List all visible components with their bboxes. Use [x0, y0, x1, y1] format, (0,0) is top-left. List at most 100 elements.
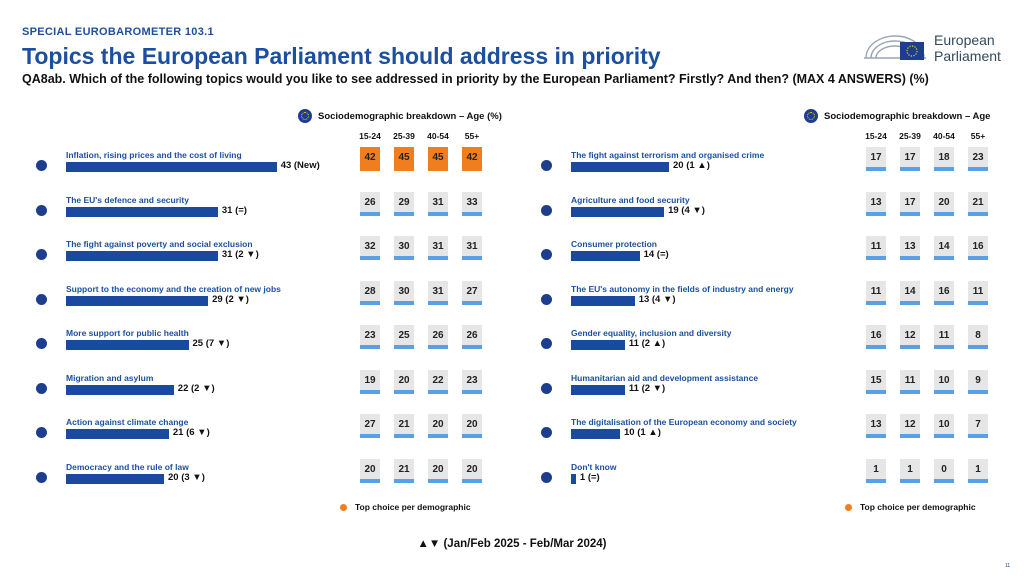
age-cell	[360, 325, 380, 349]
age-cell	[360, 458, 380, 483]
bar-value-label: 20 (3 ▼)	[168, 471, 205, 483]
age-cell-strip	[866, 256, 886, 260]
legend-label-left: Top choice per demographic	[355, 502, 471, 512]
topic-label: The digitalisation of the European econo…	[571, 417, 797, 427]
topic-label: Democracy and the rule of law	[66, 461, 189, 472]
age-cell-value: 8	[975, 330, 981, 341]
age-cell	[394, 458, 414, 483]
bar-value-label: 10 (1 ▲)	[624, 427, 661, 438]
bar-value-label: 31 (=)	[221, 204, 247, 216]
age-cell	[428, 458, 448, 483]
age-cell	[360, 191, 380, 216]
age-cell-strip	[900, 345, 920, 349]
bar-mark	[571, 295, 635, 306]
age-cell-value: 17	[904, 152, 916, 163]
age-cell-strip	[934, 478, 954, 483]
row-bullet	[36, 471, 47, 483]
topic-label: The EU's autonomy in the fields of indus…	[571, 283, 794, 294]
age-cell	[866, 147, 886, 171]
topic-label: The EU's defence and security	[66, 194, 189, 205]
bar-mark	[66, 162, 277, 172]
topic-label: Migration and asylum	[66, 372, 154, 383]
row-bullet	[541, 249, 552, 260]
row-bullet	[36, 382, 47, 394]
age-cell	[360, 369, 380, 394]
age-cell-strip	[900, 478, 920, 483]
age-cell	[462, 191, 482, 216]
age-cell-value: 11	[870, 241, 882, 252]
age-cell-strip	[934, 211, 954, 216]
age-cell-strip	[428, 211, 448, 216]
age-cell-value: 14	[938, 241, 950, 252]
age-cell	[428, 236, 448, 260]
logo-line-1: European	[934, 32, 995, 48]
age-cell-value: 11	[904, 374, 916, 386]
bar-value-label: 25 (7 ▼)	[192, 338, 230, 349]
age-cell-value: 27	[466, 285, 478, 297]
age-cell-value: 25	[398, 330, 410, 341]
age-cell-strip	[462, 211, 482, 216]
breakdown-title-left: Sociodemographic breakdown – Age (%)	[318, 110, 502, 122]
breakdown-heading-left: Sociodemographic breakdown – Age (%)	[298, 109, 502, 123]
bar-mark	[571, 340, 625, 350]
age-cell-strip	[394, 256, 414, 260]
age-cell-strip	[462, 434, 482, 438]
european-parliament-hemicycle-logo-icon	[864, 35, 926, 60]
age-cell-strip	[934, 434, 954, 438]
age-cell-value: 13	[904, 241, 916, 252]
age-cell-value: 20	[466, 463, 478, 475]
age-cell-strip	[934, 300, 954, 305]
age-cell-value: 31	[432, 285, 444, 297]
bar-mark	[571, 206, 665, 217]
survey-eyebrow: SPECIAL EUROBAROMETER 103.1	[22, 26, 214, 38]
age-cell-value: 11	[870, 285, 882, 297]
bar-value-label: 11 (2 ▼)	[628, 382, 666, 394]
age-cell	[428, 325, 448, 349]
age-cell	[428, 414, 448, 438]
age-cell-value: 13	[870, 419, 882, 430]
age-cell	[934, 414, 954, 438]
row-bullet	[541, 160, 552, 171]
bar-mark	[571, 473, 576, 484]
age-cell-strip	[900, 211, 920, 216]
age-cell-strip	[428, 389, 448, 394]
age-cell-strip	[428, 434, 448, 438]
age-cell-value: 0	[941, 463, 947, 475]
age-cell	[394, 147, 414, 171]
topic-label: Action against climate change	[66, 417, 189, 427]
age-cell-value: 21	[398, 419, 410, 430]
age-cell-strip	[968, 434, 988, 438]
age-header-15-24: 15-24	[865, 131, 887, 141]
age-cell-strip	[394, 434, 414, 438]
age-cell	[934, 280, 954, 305]
age-cell-value: 21	[398, 463, 410, 475]
bar-value-label: 22 (2 ▼)	[177, 382, 215, 394]
age-cell	[900, 191, 920, 216]
age-header-40-54: 40-54	[427, 131, 449, 141]
age-cell	[866, 280, 886, 305]
age-cell-strip	[934, 389, 954, 394]
age-cell-value: 30	[398, 241, 410, 252]
age-cell-strip	[360, 434, 380, 438]
legend-right: Top choice per demographic	[845, 502, 976, 512]
topic-label: Humanitarian aid and development assista…	[571, 372, 759, 383]
row-bullet	[36, 427, 47, 438]
topic-label: Agriculture and food security	[571, 194, 690, 205]
age-cell-value: 26	[466, 330, 478, 341]
age-cell-value: 31	[466, 241, 478, 252]
row-bullet	[36, 338, 47, 349]
age-cell-value: 26	[432, 330, 444, 341]
age-cell-value: 16	[870, 330, 882, 341]
age-cell-strip	[360, 300, 380, 305]
age-cell	[900, 369, 920, 394]
age-cell	[968, 458, 988, 483]
age-cell-value: 23	[364, 330, 376, 341]
age-cell-value: 10	[938, 419, 950, 430]
age-cell-value: 42	[466, 152, 478, 163]
age-cell-strip	[394, 345, 414, 349]
bar-mark	[66, 206, 218, 217]
age-cell-value: 45	[398, 152, 410, 163]
age-cell	[462, 280, 482, 305]
age-cell	[934, 369, 954, 394]
age-cell-strip	[394, 478, 414, 483]
